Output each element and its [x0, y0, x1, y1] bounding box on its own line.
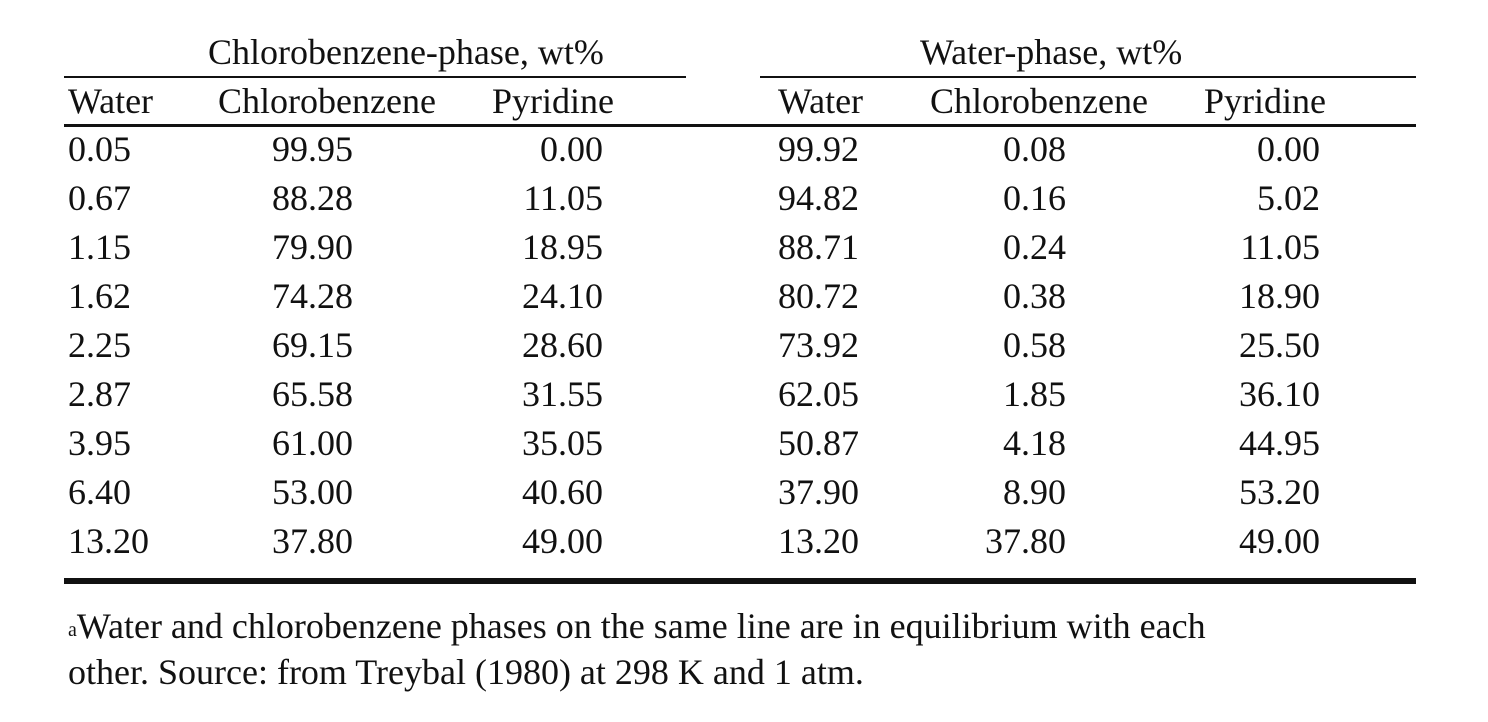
cell-chlorobenzene-right: 0.16 [1003, 178, 1066, 218]
footnote-marker: a [68, 619, 77, 641]
cell-water-left: 13.20 [68, 521, 149, 561]
cell-chlorobenzene-left: 61.00 [272, 423, 353, 463]
cell-water-right: 80.72 [778, 276, 859, 316]
left-group-rule [64, 76, 686, 78]
cell-pyridine-right: 25.50 [1239, 325, 1320, 365]
cell-water-left: 0.67 [68, 178, 131, 218]
header-chlorobenzene-right: Chlorobenzene [930, 81, 1148, 121]
chlorobenzene-phase-group-title: Chlorobenzene-phase, wt% [208, 32, 604, 72]
cell-chlorobenzene-left: 99.95 [272, 129, 353, 169]
cell-chlorobenzene-right: 4.18 [1003, 423, 1066, 463]
cell-water-right: 37.90 [778, 472, 859, 512]
cell-chlorobenzene-left: 53.00 [272, 472, 353, 512]
cell-chlorobenzene-left: 74.28 [272, 276, 353, 316]
cell-pyridine-right: 49.00 [1239, 521, 1320, 561]
cell-water-left: 3.95 [68, 423, 131, 463]
header-pyridine-right: Pyridine [1204, 81, 1326, 121]
cell-chlorobenzene-right: 0.58 [1003, 325, 1066, 365]
cell-chlorobenzene-left: 88.28 [272, 178, 353, 218]
cell-pyridine-left: 11.05 [523, 178, 603, 218]
cell-pyridine-right: 0.00 [1257, 129, 1320, 169]
cell-water-left: 2.25 [68, 325, 131, 365]
cell-chlorobenzene-right: 37.80 [985, 521, 1066, 561]
cell-pyridine-right: 53.20 [1239, 472, 1320, 512]
cell-water-right: 88.71 [778, 227, 859, 267]
cell-water-right: 99.92 [778, 129, 859, 169]
cell-water-right: 13.20 [778, 521, 859, 561]
cell-pyridine-right: 5.02 [1257, 178, 1320, 218]
cell-pyridine-right: 11.05 [1240, 227, 1320, 267]
cell-water-left: 1.15 [68, 227, 131, 267]
cell-chlorobenzene-right: 0.08 [1003, 129, 1066, 169]
cell-water-right: 73.92 [778, 325, 859, 365]
footnote-text-1: Water and chlorobenzene phases on the sa… [76, 606, 1206, 646]
cell-pyridine-left: 0.00 [540, 129, 603, 169]
cell-chlorobenzene-right: 0.24 [1003, 227, 1066, 267]
cell-pyridine-left: 18.95 [522, 227, 603, 267]
bottom-rule [64, 578, 1416, 584]
right-group-rule [760, 76, 1416, 78]
cell-pyridine-left: 40.60 [522, 472, 603, 512]
cell-chlorobenzene-right: 1.85 [1003, 374, 1066, 414]
header-water-left: Water [68, 81, 154, 121]
cell-water-left: 2.87 [68, 374, 131, 414]
cell-water-right: 94.82 [778, 178, 859, 218]
cell-water-left: 1.62 [68, 276, 131, 316]
header-chlorobenzene-left: Chlorobenzene [218, 81, 436, 121]
header-water-right: Water [778, 81, 864, 121]
cell-water-right: 50.87 [778, 423, 859, 463]
cell-chlorobenzene-right: 8.90 [1003, 472, 1066, 512]
water-phase-group-title: Water-phase, wt% [920, 32, 1183, 72]
cell-water-left: 0.05 [68, 129, 131, 169]
cell-pyridine-left: 24.10 [522, 276, 603, 316]
cell-pyridine-right: 18.90 [1239, 276, 1320, 316]
cell-water-left: 6.40 [68, 472, 131, 512]
cell-pyridine-left: 35.05 [522, 423, 603, 463]
cell-chlorobenzene-right: 0.38 [1003, 276, 1066, 316]
footnote-line-2: other. Source: from Treybal (1980) at 29… [68, 652, 864, 692]
cell-pyridine-right: 36.10 [1239, 374, 1320, 414]
cell-chlorobenzene-left: 65.58 [272, 374, 353, 414]
header-rule [64, 124, 1416, 127]
cell-water-right: 62.05 [778, 374, 859, 414]
cell-chlorobenzene-left: 79.90 [272, 227, 353, 267]
cell-pyridine-left: 49.00 [522, 521, 603, 561]
footnote-line-1: aWater and chlorobenzene phases on the s… [68, 604, 1206, 648]
cell-chlorobenzene-left: 69.15 [272, 325, 353, 365]
cell-pyridine-left: 31.55 [522, 374, 603, 414]
cell-chlorobenzene-left: 37.80 [272, 521, 353, 561]
cell-pyridine-right: 44.95 [1239, 423, 1320, 463]
cell-pyridine-left: 28.60 [522, 325, 603, 365]
header-pyridine-left: Pyridine [492, 81, 614, 121]
